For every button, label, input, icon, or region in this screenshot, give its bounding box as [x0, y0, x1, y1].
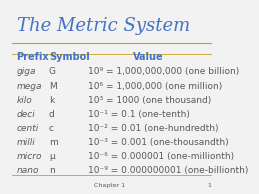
Text: 10⁻³ = 0.001 (one-thousandth): 10⁻³ = 0.001 (one-thousandth): [88, 138, 228, 147]
Text: kilo: kilo: [17, 96, 32, 105]
Text: 10⁻¹ = 0.1 (one-tenth): 10⁻¹ = 0.1 (one-tenth): [88, 110, 190, 119]
Text: Prefix: Prefix: [17, 52, 49, 62]
Text: d: d: [49, 110, 55, 119]
Text: c: c: [49, 124, 54, 133]
Text: 10⁶ = 1,000,000 (one million): 10⁶ = 1,000,000 (one million): [88, 81, 222, 91]
Text: The Metric System: The Metric System: [17, 17, 190, 35]
Text: m: m: [49, 138, 58, 147]
Text: deci: deci: [17, 110, 35, 119]
Text: G: G: [49, 67, 56, 76]
Text: centi: centi: [17, 124, 39, 133]
Text: mega: mega: [17, 81, 42, 91]
Text: micro: micro: [17, 152, 42, 161]
Text: nano: nano: [17, 166, 39, 175]
Text: milli: milli: [17, 138, 35, 147]
Text: 10³ = 1000 (one thousand): 10³ = 1000 (one thousand): [88, 96, 211, 105]
Text: giga: giga: [17, 67, 36, 76]
Text: n: n: [49, 166, 55, 175]
Text: 10⁻⁹ = 0.000000001 (one-billionth): 10⁻⁹ = 0.000000001 (one-billionth): [88, 166, 248, 175]
Text: 10⁹ = 1,000,000,000 (one billion): 10⁹ = 1,000,000,000 (one billion): [88, 67, 239, 76]
Text: Chapter 1: Chapter 1: [94, 183, 125, 188]
Text: 1: 1: [207, 183, 211, 188]
Text: M: M: [49, 81, 57, 91]
Text: Symbol: Symbol: [49, 52, 90, 62]
Text: μ: μ: [49, 152, 55, 161]
Text: k: k: [49, 96, 54, 105]
Text: 10⁻⁶ = 0.000001 (one-millionth): 10⁻⁶ = 0.000001 (one-millionth): [88, 152, 234, 161]
Text: Value: Value: [133, 52, 164, 62]
Text: 10⁻² = 0.01 (one-hundredth): 10⁻² = 0.01 (one-hundredth): [88, 124, 218, 133]
